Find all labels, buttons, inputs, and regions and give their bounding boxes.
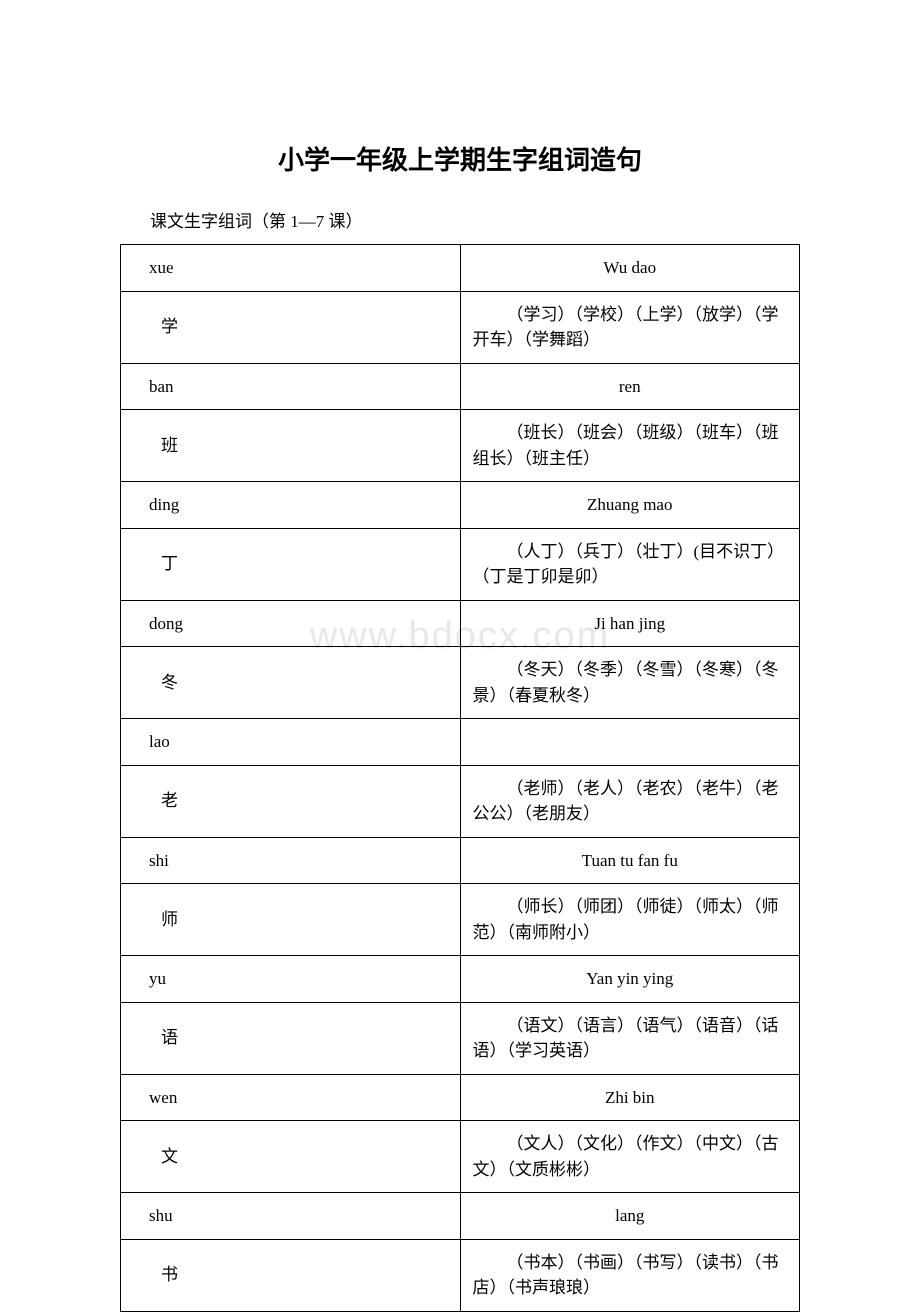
table-row: yuYan yin ying xyxy=(121,956,800,1003)
words-cell: （语文）（语言）（语气）（语音）（话语）（学习英语） xyxy=(460,1002,800,1074)
character-cell: 师 xyxy=(121,884,461,956)
character-cell: 书 xyxy=(121,1239,461,1311)
words-cell: （文人）（文化）（作文）（中文）（古文）（文质彬彬） xyxy=(460,1121,800,1193)
table-row: 文（文人）（文化）（作文）（中文）（古文）（文质彬彬） xyxy=(121,1121,800,1193)
table-row: 冬（冬天）（冬季）（冬雪）（冬寒）（冬景）（春夏秋冬） xyxy=(121,647,800,719)
words-cell: （学习）（学校）（上学）（放学）（学开车）（学舞蹈） xyxy=(460,291,800,363)
pinyin-cell: wen xyxy=(121,1074,461,1121)
pinyin-hint-cell: ren xyxy=(460,363,800,410)
pinyin-hint-cell xyxy=(460,719,800,766)
table-row: 书（书本）（书画）（书写）（读书）（书店）（书声琅琅） xyxy=(121,1239,800,1311)
pinyin-cell: dong xyxy=(121,600,461,647)
character-cell: 老 xyxy=(121,765,461,837)
pinyin-hint-cell: Tuan tu fan fu xyxy=(460,837,800,884)
words-cell: （书本）（书画）（书写）（读书）（书店）（书声琅琅） xyxy=(460,1239,800,1311)
character-cell: 丁 xyxy=(121,528,461,600)
table-row: 班（班长）（班会）（班级）（班车）（班组长）（班主任） xyxy=(121,410,800,482)
character-cell: 文 xyxy=(121,1121,461,1193)
pinyin-hint-cell: Yan yin ying xyxy=(460,956,800,1003)
table-row: shiTuan tu fan fu xyxy=(121,837,800,884)
table-row: 学（学习）（学校）（上学）（放学）（学开车）（学舞蹈） xyxy=(121,291,800,363)
table-row: dingZhuang mao xyxy=(121,482,800,529)
table-row: shulang xyxy=(121,1193,800,1240)
character-cell: 冬 xyxy=(121,647,461,719)
words-text: （学习）（学校）（上学）（放学）（学开车）（学舞蹈） xyxy=(473,302,788,353)
pinyin-cell: yu xyxy=(121,956,461,1003)
pinyin-cell: shu xyxy=(121,1193,461,1240)
words-cell: （班长）（班会）（班级）（班车）（班组长）（班主任） xyxy=(460,410,800,482)
words-text: （文人）（文化）（作文）（中文）（古文）（文质彬彬） xyxy=(473,1131,788,1182)
intro-text: 课文生字组词（第 1—7 课） xyxy=(120,207,800,232)
pinyin-hint-cell: Zhi bin xyxy=(460,1074,800,1121)
page-title: 小学一年级上学期生字组词造句 xyxy=(120,140,800,177)
table-row: lao xyxy=(121,719,800,766)
table-row: dongJi han jing xyxy=(121,600,800,647)
words-cell: （人丁）（兵丁）（壮丁）(目不识丁）（丁是丁卯是卯） xyxy=(460,528,800,600)
table-row: 丁（人丁）（兵丁）（壮丁）(目不识丁）（丁是丁卯是卯） xyxy=(121,528,800,600)
pinyin-hint-cell: lang xyxy=(460,1193,800,1240)
pinyin-cell: ban xyxy=(121,363,461,410)
pinyin-hint-cell: Zhuang mao xyxy=(460,482,800,529)
pinyin-cell: shi xyxy=(121,837,461,884)
words-text: （老师）（老人）（老农）（老牛）（老公公）（老朋友） xyxy=(473,776,788,827)
words-cell: （师长）（师团）（师徒）（师太）（师范）（南师附小） xyxy=(460,884,800,956)
document-page: 小学一年级上学期生字组词造句 课文生字组词（第 1—7 课） xueWu dao… xyxy=(0,140,920,1312)
table-row: 语（语文）（语言）（语气）（语音）（话语）（学习英语） xyxy=(121,1002,800,1074)
pinyin-hint-cell: Ji han jing xyxy=(460,600,800,647)
words-cell: （老师）（老人）（老农）（老牛）（老公公）（老朋友） xyxy=(460,765,800,837)
character-cell: 学 xyxy=(121,291,461,363)
vocabulary-table: xueWu dao学（学习）（学校）（上学）（放学）（学开车）（学舞蹈）banr… xyxy=(120,244,800,1312)
character-cell: 语 xyxy=(121,1002,461,1074)
words-text: （冬天）（冬季）（冬雪）（冬寒）（冬景）（春夏秋冬） xyxy=(473,657,788,708)
words-text: （师长）（师团）（师徒）（师太）（师范）（南师附小） xyxy=(473,894,788,945)
table-row: 老（老师）（老人）（老农）（老牛）（老公公）（老朋友） xyxy=(121,765,800,837)
table-row: wenZhi bin xyxy=(121,1074,800,1121)
pinyin-cell: lao xyxy=(121,719,461,766)
table-row: banren xyxy=(121,363,800,410)
words-text: （班长）（班会）（班级）（班车）（班组长）（班主任） xyxy=(473,420,788,471)
table-row: xueWu dao xyxy=(121,245,800,292)
words-text: （人丁）（兵丁）（壮丁）(目不识丁）（丁是丁卯是卯） xyxy=(473,539,788,590)
words-text: （语文）（语言）（语气）（语音）（话语）（学习英语） xyxy=(473,1013,788,1064)
table-row: 师（师长）（师团）（师徒）（师太）（师范）（南师附小） xyxy=(121,884,800,956)
words-cell: （冬天）（冬季）（冬雪）（冬寒）（冬景）（春夏秋冬） xyxy=(460,647,800,719)
words-text: （书本）（书画）（书写）（读书）（书店）（书声琅琅） xyxy=(473,1250,788,1301)
pinyin-cell: xue xyxy=(121,245,461,292)
pinyin-hint-cell: Wu dao xyxy=(460,245,800,292)
character-cell: 班 xyxy=(121,410,461,482)
pinyin-cell: ding xyxy=(121,482,461,529)
